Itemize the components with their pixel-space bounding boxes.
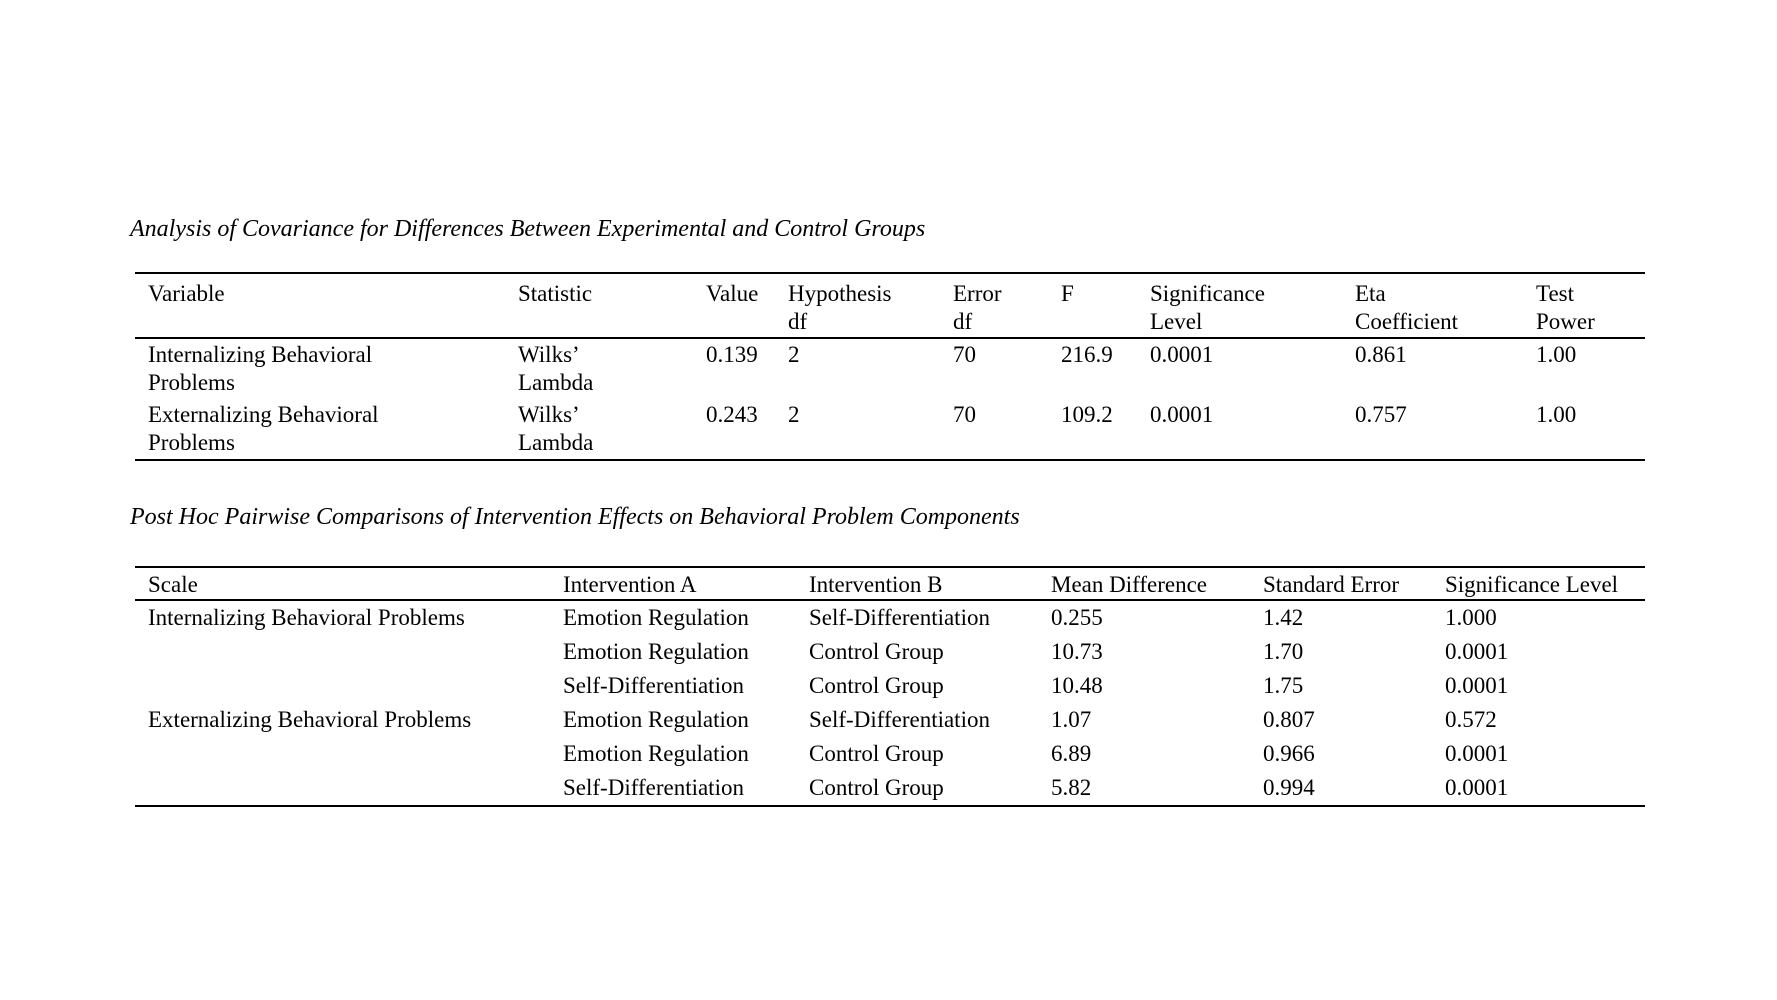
table-cell: 1.00 — [1536, 342, 1577, 367]
table-cell: 0.572 — [1445, 707, 1497, 732]
table-cell: Emotion Regulation — [563, 605, 749, 630]
table-cell: Emotion Regulation — [563, 639, 749, 664]
table-row: Self-Differentiation Control Group 10.48… — [135, 669, 1645, 703]
table-cell: Control Group — [809, 741, 944, 766]
table-cell: 10.73 — [1051, 639, 1103, 664]
table-cell: 1.75 — [1263, 673, 1304, 698]
table-cell: 0.757 — [1355, 402, 1407, 427]
table-row: Emotion Regulation Control Group 6.89 0.… — [135, 737, 1645, 771]
table-cell: 10.48 — [1051, 673, 1103, 698]
table-cell: 1.42 — [1263, 605, 1304, 630]
table-cell: 0.243 — [706, 402, 758, 427]
table-cell: 1.000 — [1445, 605, 1497, 630]
table-cell: 2 — [788, 402, 800, 427]
ancova-col-value: Value — [706, 281, 759, 306]
table-cell: 216.9 — [1061, 342, 1113, 367]
table-row: Internalizing Behavioral Problems Wilks’… — [135, 338, 1645, 399]
table-cell: Emotion Regulation — [563, 741, 749, 766]
table-row: Externalizing Behavioral Problems Wilks’… — [135, 399, 1645, 460]
ancova-header-row: Variable Statistic Value Hypothesis df E… — [135, 273, 1645, 338]
table-cell: 70 — [953, 402, 976, 427]
table-cell: Wilks’ Lambda — [518, 342, 594, 395]
ancova-col-error-df: Error df — [953, 281, 1002, 334]
table-cell: 1.07 — [1051, 707, 1092, 732]
table-cell — [135, 635, 550, 669]
posthoc-table: Scale Intervention A Intervention B Mean… — [135, 566, 1645, 807]
posthoc-col-intervention-a: Intervention A — [563, 572, 697, 597]
table-cell: Self-Differentiation — [563, 775, 744, 800]
posthoc-col-significance-level: Significance Level — [1445, 572, 1619, 597]
table-cell: 0.0001 — [1445, 639, 1509, 664]
table-cell: 1.00 — [1536, 402, 1577, 427]
table-cell: Internalizing Behavioral Problems — [148, 605, 465, 630]
posthoc-col-standard-error: Standard Error — [1263, 572, 1400, 597]
table-cell: 0.0001 — [1150, 342, 1214, 367]
table-cell: Control Group — [809, 775, 944, 800]
table-cell: Control Group — [809, 673, 944, 698]
table-row: Internalizing Behavioral Problems Emotio… — [135, 600, 1645, 635]
table-cell: Self-Differentiation — [809, 605, 990, 630]
table-cell: 0.994 — [1263, 775, 1315, 800]
ancova-col-eta-coefficient: Eta Coefficient — [1355, 281, 1459, 334]
table-row: Emotion Regulation Control Group 10.73 1… — [135, 635, 1645, 669]
table-cell: 109.2 — [1061, 402, 1113, 427]
table-cell — [135, 737, 550, 771]
ancova-col-test-power: Test Power — [1536, 281, 1595, 334]
posthoc-col-mean-difference: Mean Difference — [1051, 572, 1208, 597]
table-cell: 0.0001 — [1445, 775, 1509, 800]
table-cell: 5.82 — [1051, 775, 1092, 800]
table-cell: 6.89 — [1051, 741, 1092, 766]
table-cell — [135, 669, 550, 703]
table-cell: 0.0001 — [1445, 673, 1509, 698]
table-cell: 0.807 — [1263, 707, 1315, 732]
ancova-col-variable: Variable — [148, 281, 225, 306]
table-cell: Internalizing Behavioral Problems — [148, 342, 373, 395]
ancova-col-statistic: Statistic — [518, 281, 593, 306]
table-row: Externalizing Behavioral Problems Emotio… — [135, 703, 1645, 737]
ancova-table: Variable Statistic Value Hypothesis df E… — [135, 272, 1645, 461]
table-cell: Control Group — [809, 639, 944, 664]
table-cell — [135, 771, 550, 806]
table-row: Self-Differentiation Control Group 5.82 … — [135, 771, 1645, 806]
table-cell: 0.966 — [1263, 741, 1315, 766]
table-cell: Emotion Regulation — [563, 707, 749, 732]
table-cell: Externalizing Behavioral Problems — [148, 402, 379, 455]
table-cell: 2 — [788, 342, 800, 367]
table-cell: Externalizing Behavioral Problems — [148, 707, 472, 732]
table-cell: 0.139 — [706, 342, 758, 367]
posthoc-header-row: Scale Intervention A Intervention B Mean… — [135, 567, 1645, 600]
table-cell: Wilks’ Lambda — [518, 402, 594, 455]
table-cell: Self-Differentiation — [809, 707, 990, 732]
table-cell: 70 — [953, 342, 976, 367]
table-cell: 0.0001 — [1445, 741, 1509, 766]
ancova-col-f: F — [1061, 281, 1074, 306]
table-cell: 1.70 — [1263, 639, 1304, 664]
table-cell: 0.0001 — [1150, 402, 1214, 427]
posthoc-col-intervention-b: Intervention B — [809, 572, 943, 597]
ancova-col-significance-level: Significance Level — [1150, 281, 1265, 334]
table-cell: 0.255 — [1051, 605, 1103, 630]
posthoc-table-title: Post Hoc Pairwise Comparisons of Interve… — [130, 504, 1020, 530]
table-cell: 0.861 — [1355, 342, 1407, 367]
ancova-col-hypothesis-df: Hypothesis df — [788, 281, 892, 334]
table-cell: Self-Differentiation — [563, 673, 744, 698]
posthoc-col-scale: Scale — [148, 572, 198, 597]
ancova-table-title: Analysis of Covariance for Differences B… — [130, 216, 926, 242]
